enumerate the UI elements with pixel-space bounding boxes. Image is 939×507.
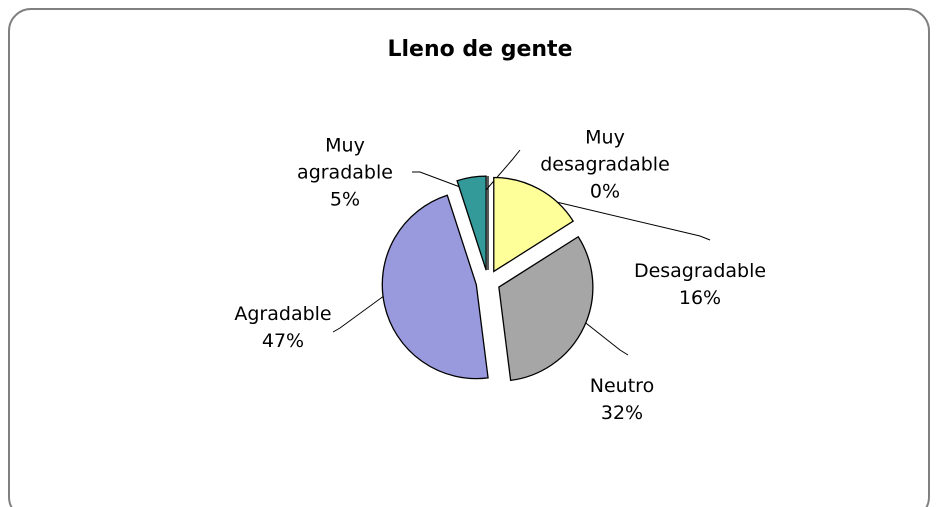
slice-category: Desagradable xyxy=(633,260,767,282)
pie-slice xyxy=(456,175,487,271)
pie-slice xyxy=(493,176,575,273)
slice-label: Muy agradable 5% xyxy=(285,133,405,214)
slice-value: 32% xyxy=(600,402,644,424)
slice-label: Agradable 47% xyxy=(223,301,343,355)
chart-title: Lleno de gente xyxy=(387,37,572,62)
slice-value: 47% xyxy=(261,330,305,352)
slice-label: Desagradable 16% xyxy=(620,258,780,312)
slice-label: Muy desagradable 0% xyxy=(525,125,685,206)
leader-line xyxy=(581,319,629,356)
slice-category: Agradable xyxy=(234,303,332,325)
leader-line xyxy=(412,171,469,191)
slice-label: Neutro 32% xyxy=(562,373,682,427)
slice-value: 16% xyxy=(678,287,722,309)
slice-category: Muy agradable xyxy=(297,134,393,184)
slice-value: 5% xyxy=(329,188,361,211)
slice-value: 0% xyxy=(589,180,621,203)
pie-slice xyxy=(381,194,489,380)
pie-slice xyxy=(498,235,594,382)
slice-category: Muy desagradable xyxy=(540,126,670,176)
chart-frame xyxy=(8,8,930,507)
leader-line xyxy=(332,289,393,333)
leader-line xyxy=(547,199,711,241)
slice-category: Neutro xyxy=(589,375,655,397)
